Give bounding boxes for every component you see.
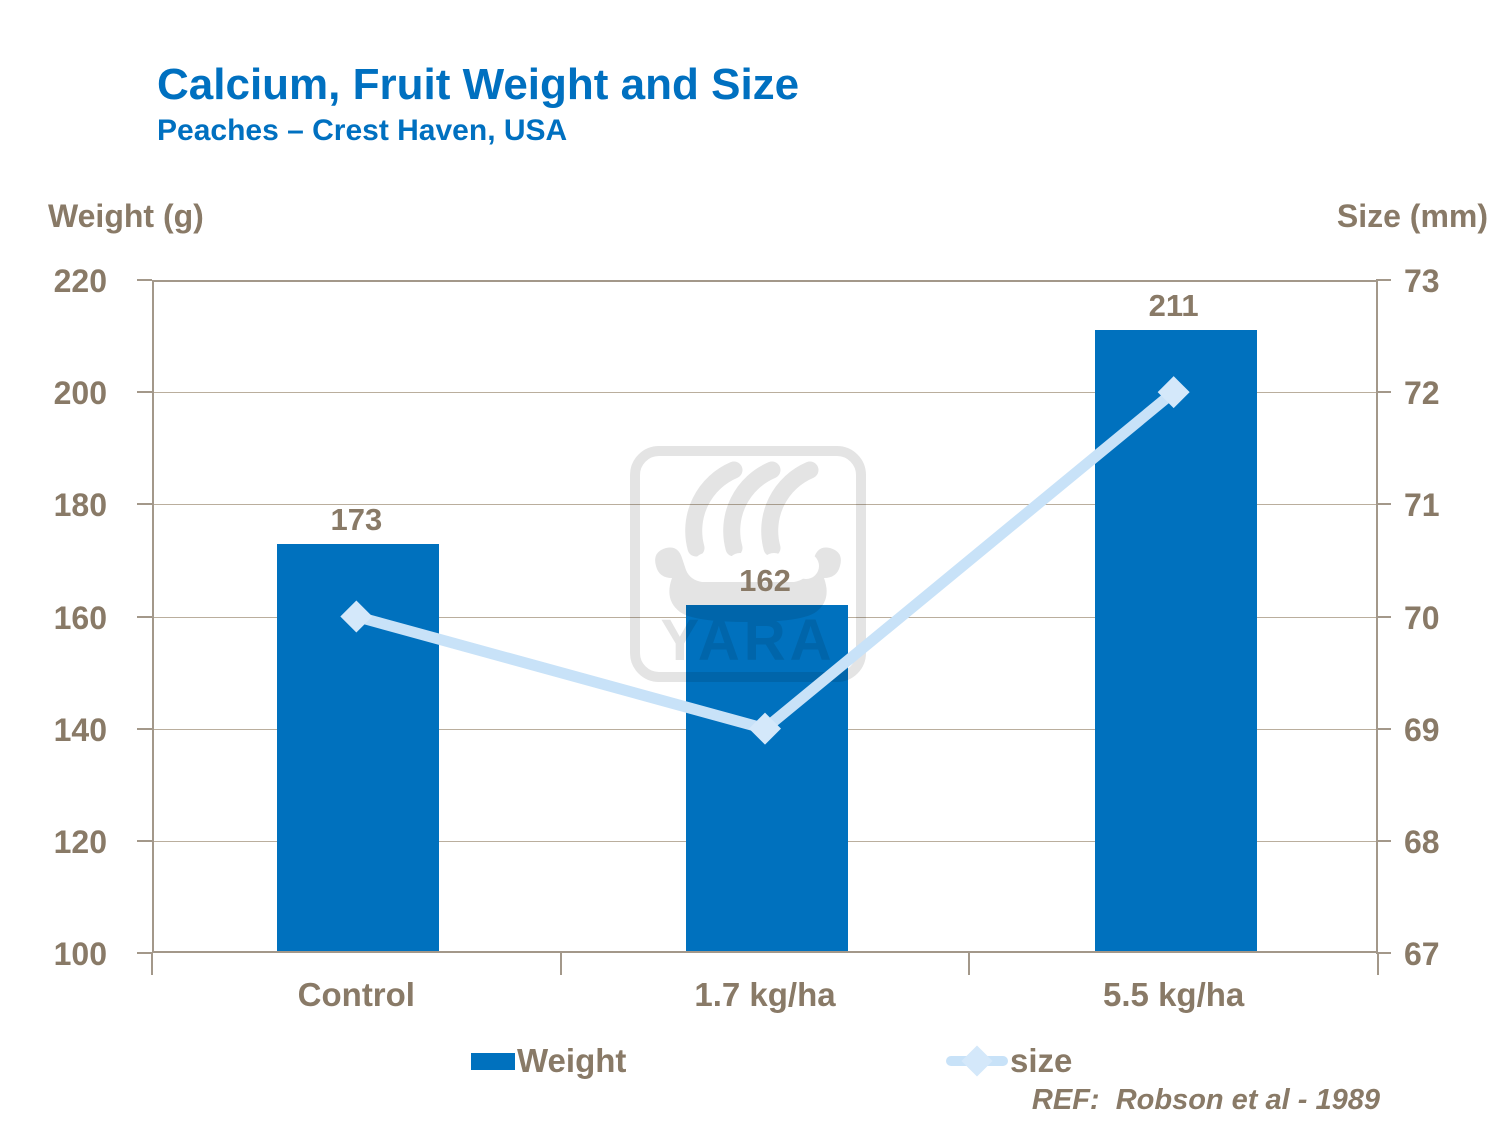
- right-axis-tick-72: 72: [1404, 375, 1440, 412]
- left-axis-tick-120: 120: [53, 823, 107, 860]
- right-axis-tick-73: 73: [1404, 263, 1440, 299]
- right-axis-tick-69: 69: [1404, 711, 1440, 748]
- legend-item-weight: Weight: [471, 1042, 626, 1080]
- right-axis-tick-67: 67: [1404, 936, 1440, 972]
- right-axis-tickmark-73: [1376, 279, 1391, 281]
- x-axis-label-5.5-kg-ha: 5.5 kg/ha: [1103, 976, 1245, 1013]
- left-axis-tickmark-140: [137, 727, 152, 730]
- x-axis-label-control: Control: [297, 976, 415, 1013]
- size-legend-line-icon: [946, 1045, 1008, 1077]
- weight-bar-1.7-kg-ha: [686, 605, 848, 951]
- x-axis-tickmark-1: [559, 953, 562, 975]
- bar-value-label: 173: [330, 501, 383, 537]
- left-axis-tickmark-120: [137, 839, 152, 842]
- yara-watermark-text: YARA: [660, 608, 835, 673]
- left-axis-tick-220: 220: [53, 263, 107, 299]
- bar-value-label: 162: [739, 563, 791, 599]
- x-axis-label-1.7-kg-ha: 1.7 kg/ha: [694, 976, 836, 1013]
- size-marker-70: [340, 600, 373, 633]
- x-axis-tickmark-3: [1377, 953, 1379, 975]
- x-axis-tickmark-2: [968, 953, 971, 975]
- viking-ship-hull: [655, 547, 841, 622]
- bar-value-label: 211: [1148, 288, 1199, 324]
- weight-legend-label: Weight: [517, 1042, 627, 1079]
- right-axis-tickmark-71: [1376, 503, 1391, 506]
- left-axis-tick-180: 180: [53, 487, 107, 524]
- legend-item-size: size: [946, 1042, 1072, 1080]
- right-axis-tickmark-70: [1376, 615, 1391, 618]
- right-axis-title: Size (mm): [1336, 198, 1488, 234]
- right-axis-tick-71: 71: [1404, 487, 1440, 524]
- size-legend-label: size: [1010, 1042, 1073, 1079]
- left-axis-tick-100: 100: [53, 936, 107, 972]
- x-axis-tickmark-0: [151, 953, 153, 975]
- size-legend-diamond-icon: [961, 1045, 993, 1077]
- chart-legend: Weight size: [0, 1042, 1501, 1082]
- left-axis-tickmark-180: [137, 503, 152, 506]
- left-axis-tick-160: 160: [53, 599, 107, 636]
- right-axis-tick-70: 70: [1404, 599, 1440, 636]
- left-axis-tickmark-100: [137, 952, 152, 954]
- size-marker-69: [749, 712, 781, 745]
- chart-title: Calcium, Fruit Weight and Size: [157, 60, 800, 109]
- right-axis-tickmark-69: [1376, 727, 1391, 730]
- yara-logo-watermark: YARA: [630, 446, 866, 682]
- weight-legend-swatch-icon: [471, 1052, 515, 1070]
- left-axis-tickmark-200: [137, 391, 152, 394]
- right-axis-tickmark-72: [1376, 391, 1391, 394]
- gridline-200: [154, 392, 1376, 394]
- chart-subtitle: Peaches – Crest Haven, USA: [157, 114, 568, 147]
- left-axis-tickmark-220: [137, 279, 152, 281]
- left-axis-title: Weight (g): [48, 198, 204, 234]
- right-axis-tick-68: 68: [1404, 823, 1440, 860]
- right-axis-tickmark-67: [1376, 952, 1391, 954]
- gridline-180: [154, 504, 1376, 506]
- right-axis-tickmark-68: [1376, 839, 1391, 842]
- left-axis-tick-140: 140: [53, 711, 107, 748]
- left-axis-tickmark-160: [137, 615, 152, 618]
- left-axis-tick-200: 200: [53, 375, 107, 412]
- size-marker-72: [1157, 376, 1190, 409]
- reference-note: REF: Robson et al - 1989: [1031, 1084, 1380, 1116]
